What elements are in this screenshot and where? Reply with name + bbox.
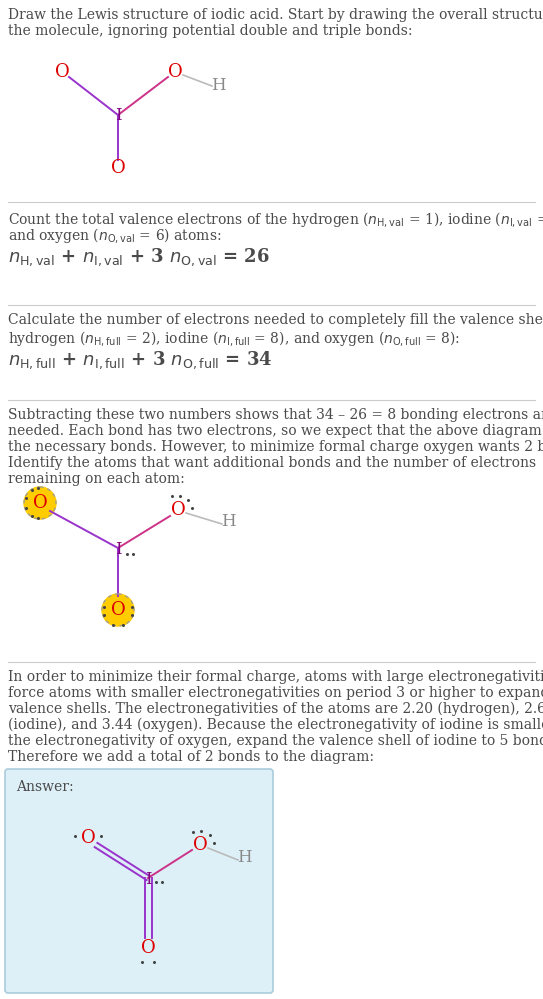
Text: H: H [237, 849, 251, 866]
Text: O: O [111, 601, 125, 619]
Text: In order to minimize their formal charge, atoms with large electronegativities c: In order to minimize their formal charge… [8, 670, 543, 684]
Text: O: O [111, 159, 125, 177]
Text: O: O [168, 63, 182, 81]
Text: the electronegativity of oxygen, expand the valence shell of iodine to 5 bonds.: the electronegativity of oxygen, expand … [8, 734, 543, 748]
Text: H: H [211, 77, 225, 94]
Text: force atoms with smaller electronegativities on period 3 or higher to expand the: force atoms with smaller electronegativi… [8, 686, 543, 700]
Text: Draw the Lewis structure of iodic acid. Start by drawing the overall structure o: Draw the Lewis structure of iodic acid. … [8, 8, 543, 22]
Text: hydrogen ($n_\mathrm{H,full}$ = 2), iodine ($n_\mathrm{I,full}$ = 8), and oxygen: hydrogen ($n_\mathrm{H,full}$ = 2), iodi… [8, 329, 460, 348]
Text: (iodine), and 3.44 (oxygen). Because the electronegativity of iodine is smaller : (iodine), and 3.44 (oxygen). Because the… [8, 718, 543, 732]
Text: O: O [33, 494, 47, 512]
Text: H: H [220, 513, 235, 530]
Text: Identify the atoms that want additional bonds and the number of electrons: Identify the atoms that want additional … [8, 456, 536, 470]
Text: O: O [80, 829, 96, 847]
Text: I: I [115, 108, 121, 125]
Text: the necessary bonds. However, to minimize formal charge oxygen wants 2 bonds.: the necessary bonds. However, to minimiz… [8, 440, 543, 454]
FancyBboxPatch shape [5, 769, 273, 993]
Text: the molecule, ignoring potential double and triple bonds:: the molecule, ignoring potential double … [8, 24, 413, 38]
Text: O: O [55, 63, 70, 81]
Text: O: O [141, 939, 155, 957]
Circle shape [102, 594, 134, 626]
Text: Count the total valence electrons of the hydrogen ($n_\mathrm{H,val}$ = 1), iodi: Count the total valence electrons of the… [8, 210, 543, 229]
Text: Answer:: Answer: [16, 780, 74, 794]
Text: O: O [193, 836, 207, 854]
Circle shape [24, 487, 56, 519]
Text: remaining on each atom:: remaining on each atom: [8, 472, 185, 486]
Text: $n_\mathrm{H,val}$ + $n_\mathrm{I,val}$ + 3 $n_\mathrm{O,val}$ = 26: $n_\mathrm{H,val}$ + $n_\mathrm{I,val}$ … [8, 246, 270, 268]
Text: valence shells. The electronegativities of the atoms are 2.20 (hydrogen), 2.66: valence shells. The electronegativities … [8, 702, 543, 716]
Text: Subtracting these two numbers shows that 34 – 26 = 8 bonding electrons are: Subtracting these two numbers shows that… [8, 408, 543, 422]
Text: Calculate the number of electrons needed to completely fill the valence shells f: Calculate the number of electrons needed… [8, 313, 543, 327]
Text: Therefore we add a total of 2 bonds to the diagram:: Therefore we add a total of 2 bonds to t… [8, 750, 374, 764]
Text: I: I [144, 870, 151, 887]
Text: $n_\mathrm{H,full}$ + $n_\mathrm{I,full}$ + 3 $n_\mathrm{O,full}$ = 34: $n_\mathrm{H,full}$ + $n_\mathrm{I,full}… [8, 349, 273, 371]
Text: O: O [171, 501, 185, 519]
Text: I: I [115, 540, 121, 557]
Text: needed. Each bond has two electrons, so we expect that the above diagram has all: needed. Each bond has two electrons, so … [8, 424, 543, 438]
Text: and oxygen ($n_\mathrm{O,val}$ = 6) atoms:: and oxygen ($n_\mathrm{O,val}$ = 6) atom… [8, 226, 222, 245]
